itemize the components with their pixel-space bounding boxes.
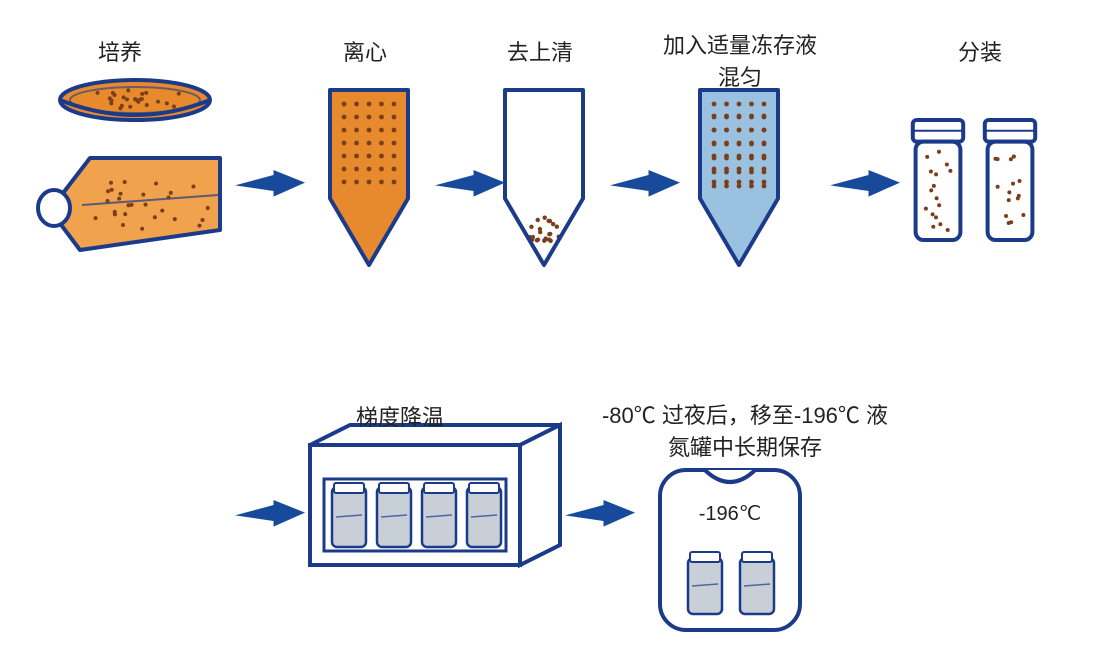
tube-icon	[505, 90, 583, 265]
cryovial-icon	[913, 120, 963, 240]
step-label: 加入适量冻存液 混匀	[630, 28, 850, 92]
arrow-icon	[830, 170, 900, 197]
step-label: 离心	[285, 35, 445, 67]
culture-icon	[38, 80, 220, 250]
arrow-icon	[235, 170, 305, 197]
step-label: -80℃ 过夜后，移至-196℃ 液 氮罐中长期保存	[565, 398, 925, 462]
arrow-icon	[435, 170, 505, 197]
step-label: 梯度降温	[320, 400, 480, 432]
tube-icon	[330, 90, 408, 265]
ln2-temp-label: -196℃	[699, 503, 762, 525]
step-label: 去上清	[460, 35, 620, 67]
tube-icon	[700, 90, 778, 265]
ln2-tank-icon: -196℃	[660, 470, 800, 630]
cryovial-icon	[985, 120, 1035, 240]
arrow-icon	[565, 500, 635, 527]
step-label: 培养	[40, 35, 200, 67]
arrow-icon	[235, 500, 305, 527]
arrow-icon	[610, 170, 680, 197]
freezing-box-icon	[310, 425, 560, 565]
step-label: 分装	[900, 35, 1060, 67]
